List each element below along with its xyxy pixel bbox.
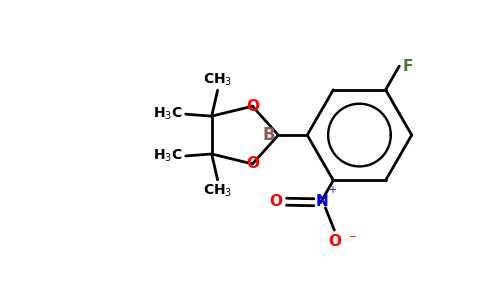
Text: F: F	[403, 58, 413, 74]
Text: CH$_3$: CH$_3$	[203, 182, 232, 199]
Text: O: O	[269, 194, 282, 209]
Text: O: O	[328, 234, 341, 249]
Text: $^+$: $^+$	[326, 185, 337, 199]
Text: N: N	[316, 194, 328, 209]
Text: O: O	[246, 156, 259, 171]
Text: O: O	[246, 99, 259, 114]
Text: CH$_3$: CH$_3$	[203, 71, 232, 88]
Text: H$_3$C: H$_3$C	[153, 106, 183, 122]
Text: B: B	[263, 126, 275, 144]
Text: H$_3$C: H$_3$C	[153, 148, 183, 164]
Text: $^-$: $^-$	[346, 233, 357, 247]
